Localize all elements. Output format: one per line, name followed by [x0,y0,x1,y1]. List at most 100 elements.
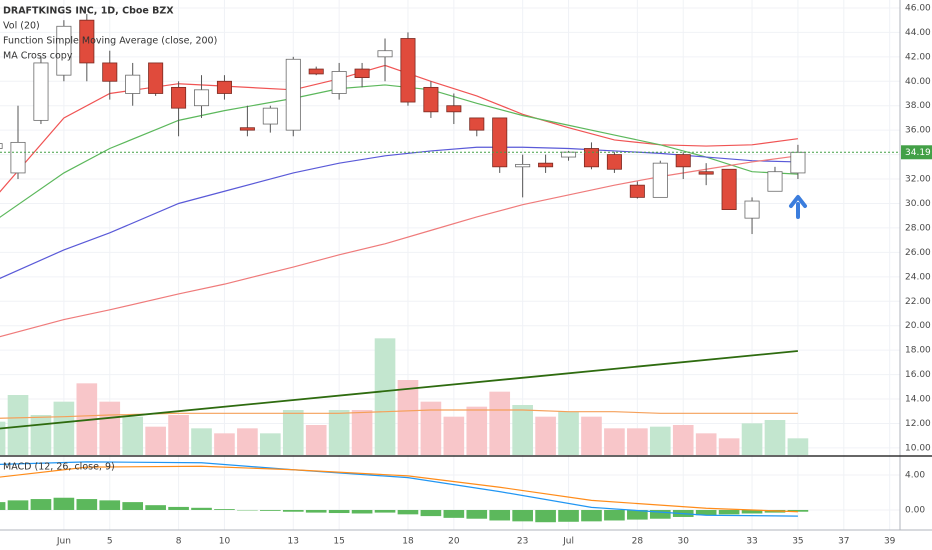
candle-body [744,200,760,219]
macd-histogram-bar [328,509,350,514]
candle-body [10,141,26,174]
overlay: 34.19 [901,145,932,160]
volume-bar [443,416,465,455]
macd-histogram-bar [374,509,396,513]
macd-histogram-bar [787,509,809,512]
macd-histogram-bar [695,509,717,516]
volume-bar [535,416,556,455]
x-tick-label: 39 [884,537,896,547]
x-tick-label: 18 [402,537,414,547]
y-tick-label: 14.00 [905,395,931,405]
x-tick-label: 28 [632,537,644,547]
candle-body [125,74,141,94]
macd-histogram-bar [512,509,533,522]
macd-title: MACD (12, 26, close, 9) [3,462,115,473]
candle-body [171,86,187,109]
candle-body [308,68,324,75]
y-tick-label: 12.00 [905,419,931,429]
y-tick-label: 38.00 [905,101,931,111]
macd-histogram-bar [535,509,556,523]
macd-histogram-bar [305,509,327,513]
macd-line [0,461,798,517]
macd-histogram-bar [191,507,212,510]
x-tick-label: 13 [288,537,299,547]
candle-body [469,117,485,131]
volume-bar [672,425,694,455]
candle-body [377,50,393,58]
y-tick-label: 36.00 [905,126,931,136]
macd-histogram-bar [168,506,189,510]
volume-bar [76,383,98,455]
macd-histogram-bar [466,509,488,519]
volume-bar [7,395,29,455]
volume-bar [191,428,212,455]
macd-histogram-bar [30,499,52,510]
x-tick-label: 37 [838,537,849,547]
volume-bar [558,411,579,455]
macd-histogram-bar [581,509,602,522]
volume-bar [512,405,533,455]
candle-body [354,68,370,79]
candle-body [652,162,668,198]
volume-bar [237,428,258,455]
volume-bar [695,433,717,455]
volume-bar [604,428,625,455]
candle-body [675,154,691,168]
candle-body [148,62,164,94]
volume-bar [214,433,235,455]
candle-body [790,151,806,174]
candle-body [0,143,3,149]
candle-body [56,25,72,76]
volume-bar [741,423,763,455]
volume-bar [764,420,786,455]
candle-body [423,86,439,113]
candle-body [698,171,714,175]
candle-body [583,148,599,168]
volume-bar [260,433,281,455]
macd-histogram-bar [53,497,75,510]
volume-bar [328,410,350,455]
x-tick-label: 10 [219,537,231,547]
indicator-label: MA Cross copy [3,51,73,62]
y-tick-label: 16.00 [905,370,931,380]
macd-histogram-bar [649,509,671,519]
x-tick-label: 23 [517,537,528,547]
y-tick-label: 32.00 [905,175,931,185]
candle-body [102,62,118,82]
chart-title: DRAFTKINGS INC, 1D, Cboe BZX [3,6,174,17]
volume-bar [168,415,189,455]
volume-bar [649,426,671,455]
volume-bar [420,401,442,455]
x-tick-label: 15 [333,537,344,547]
x-tick-label: Jul [562,537,574,547]
y-tick-label: 0.00 [905,505,925,515]
candle-body [721,168,737,210]
macd-histogram-bar [145,505,166,510]
volume-bar [122,416,144,455]
last-price-label: 34.19 [905,148,931,158]
y-tick-label: 18.00 [905,346,931,356]
macd-layer [0,461,809,523]
volume-bar [466,406,488,455]
volume-bar [145,426,166,455]
macd-histogram-bar [420,509,442,517]
macd-histogram-bar [282,509,304,512]
volume-bar [374,338,396,455]
volume-bar [53,401,75,455]
candle-body [239,127,255,131]
y-tick-label: 40.00 [905,77,931,87]
y-tick-label: 20.00 [905,321,931,331]
macd-histogram-bar [214,509,235,510]
macd-histogram-bar [122,502,144,510]
candle-body [561,151,577,158]
volume-bar [627,428,648,455]
y-tick-label: 44.00 [905,28,931,38]
macd-histogram-bar [99,500,121,510]
volume-bar [787,438,809,455]
candle-body [285,58,301,131]
candle-body [194,89,210,107]
volume-bar [0,421,6,455]
volume-line [0,350,799,430]
macd-histogram-bar [627,509,648,520]
